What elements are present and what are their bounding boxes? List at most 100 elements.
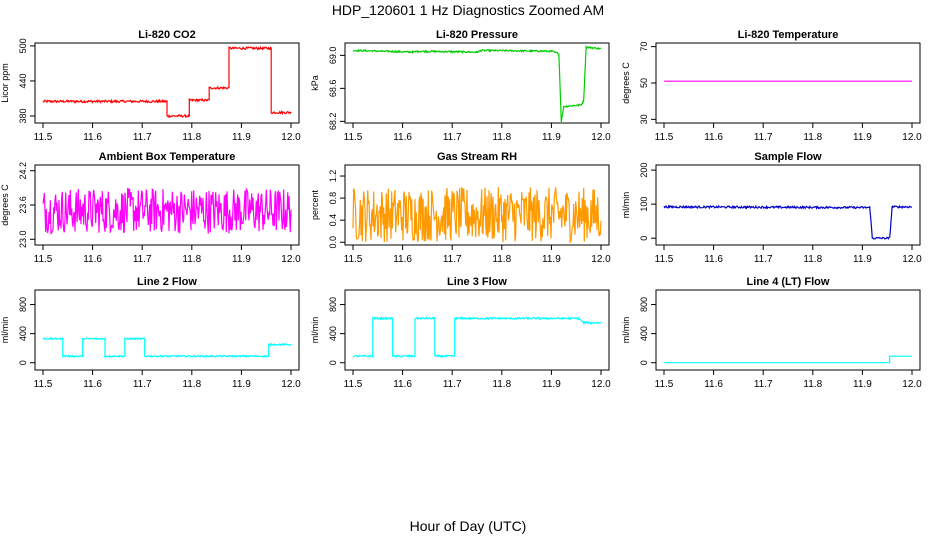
series-line-1 [664,355,912,364]
x-tick-label: 12.0 [281,254,301,265]
x-tick-label: 11.8 [492,254,511,265]
figure-x-axis-label: Hour of Day (UTC) [410,518,527,534]
x-tick-label: 12.0 [281,379,301,390]
x-tick-label: 11.7 [754,254,773,265]
series-line-1 [352,44,602,123]
y-axis-label: kPa [310,75,320,91]
y-tick-label: 800 [18,297,28,312]
y-tick-label: 0 [639,236,649,241]
y-tick-label: 70 [639,42,649,52]
y-tick-label: 68.2 [328,113,338,131]
x-tick-label: 11.5 [344,132,363,143]
x-tick-label: 11.6 [704,254,723,265]
x-tick-label: 12.0 [902,254,922,265]
y-axis-label: degrees C [621,62,631,104]
y-axis-label: ml/min [310,317,320,344]
y-tick-label: 380 [18,108,28,123]
chart-panel-7: Line 2 Flow ml/min 11.5 11.6 11.7 11.8 11.9 12.… [0,276,301,390]
x-tick-label: 11.6 [83,132,102,143]
y-axis-label: Licor ppm [0,63,10,103]
y-tick-label: 23.6 [18,196,28,214]
x-tick-label: 11.6 [393,132,412,143]
x-tick-label: 11.9 [853,132,872,143]
chart-title: Line 2 Flow [137,276,197,288]
y-tick-label: 50 [639,78,649,88]
chart-panel-4: Ambient Box Temperature degrees C 11.5 11.6… [0,151,301,265]
y-tick-label: 400 [328,326,338,341]
chart-title: Li-820 Temperature [738,29,839,41]
x-tick-label: 11.7 [754,379,773,390]
x-tick-label: 11.5 [655,132,674,143]
x-tick-label: 11.5 [34,379,53,390]
chart-title: Li-820 Pressure [436,29,518,41]
y-tick-label: 1.2 [328,170,338,183]
panel-grid: Li-820 CO2 Licor ppm 11.5 11.6 11.7 11.8 11.9 1… [0,29,922,390]
y-axis-label: degrees C [0,184,10,226]
figure-title: HDP_120601 1 Hz Diagnostics Zoomed AM [332,2,604,18]
chart-panel-9: Line 4 (LT) Flow ml/min 11.5 11.6 11.7 11.8 11… [621,276,922,390]
x-tick-label: 11.8 [492,379,511,390]
x-tick-label: 11.5 [655,379,674,390]
x-tick-label: 11.8 [803,132,822,143]
x-tick-label: 11.6 [393,254,412,265]
y-axis-label: percent [310,189,320,220]
y-tick-label: 400 [639,326,649,341]
chart-title: Sample Flow [754,151,822,163]
y-tick-label: 23.0 [18,231,28,249]
y-tick-label: 100 [639,197,649,212]
x-tick-label: 11.8 [182,254,201,265]
y-tick-label: 200 [639,163,649,178]
x-tick-label: 11.7 [443,254,462,265]
x-tick-label: 12.0 [902,132,922,143]
x-tick-label: 11.7 [443,132,462,143]
plot-frame [344,42,610,124]
x-tick-label: 11.6 [393,379,412,390]
series-line-1 [42,187,292,235]
series-line-1 [42,336,292,359]
chart-panel-8: Line 3 Flow ml/min 11.5 11.6 11.7 11.8 11.9 12.… [310,276,611,390]
x-tick-label: 11.6 [83,379,102,390]
chart-title: Line 3 Flow [447,276,507,288]
series-line-1 [42,45,292,119]
y-tick-label: 400 [18,326,28,341]
x-tick-label: 11.8 [182,379,201,390]
plot-frame [655,164,921,246]
x-tick-label: 11.7 [443,379,462,390]
y-tick-label: 69.0 [328,47,338,65]
chart-title: Line 4 (LT) Flow [747,276,830,288]
y-tick-label: 0.4 [328,214,338,227]
plot-frame [655,289,921,371]
x-tick-label: 11.8 [803,379,822,390]
series-line-1 [353,316,602,359]
x-tick-label: 11.9 [232,379,251,390]
y-tick-label: 24.2 [18,162,28,180]
x-tick-label: 11.9 [853,254,872,265]
x-tick-label: 12.0 [902,379,922,390]
x-tick-label: 11.9 [542,254,561,265]
x-tick-label: 11.9 [542,132,561,143]
x-tick-label: 12.0 [591,379,611,390]
y-tick-label: 500 [18,38,28,53]
chart-panel-5: Gas Stream RH percent 11.5 11.6 11.7 11.8 11.9… [310,151,611,265]
y-tick-label: 800 [328,297,338,312]
series-line-1 [663,204,913,241]
x-tick-label: 11.7 [133,254,152,265]
chart-title: Li-820 CO2 [138,29,195,41]
y-axis-label: ml/min [0,317,10,344]
plot-frame [34,42,300,124]
x-tick-label: 11.5 [655,254,674,265]
y-tick-label: 68.6 [328,80,338,98]
series-line-1 [352,187,602,244]
y-tick-label: 0.8 [328,192,338,205]
plot-frame [344,164,610,246]
x-tick-label: 11.5 [34,132,53,143]
x-tick-label: 11.7 [133,132,152,143]
x-tick-label: 11.5 [344,254,363,265]
plot-frame [34,289,300,371]
chart-title: Gas Stream RH [437,151,517,163]
y-axis-label: ml/min [621,317,631,344]
x-tick-label: 11.9 [542,379,561,390]
y-tick-label: 800 [639,297,649,312]
x-tick-label: 11.8 [182,132,201,143]
